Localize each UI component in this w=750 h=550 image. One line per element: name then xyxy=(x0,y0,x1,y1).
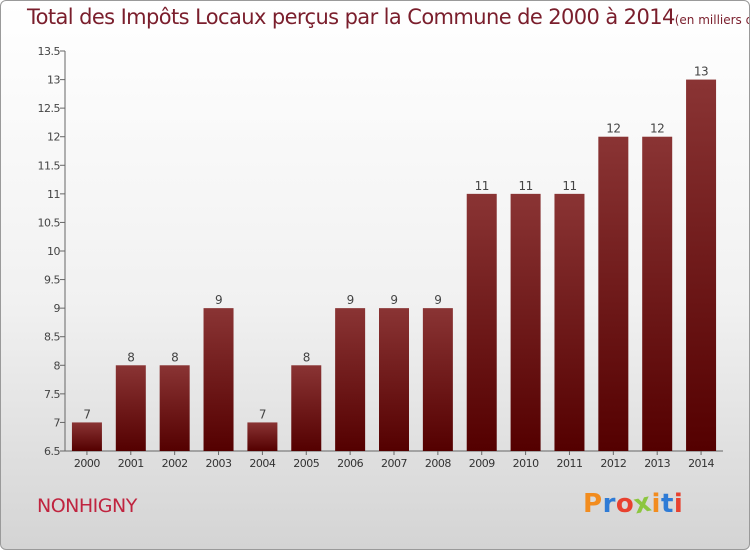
logo-letter: P xyxy=(583,489,603,519)
bar xyxy=(335,308,366,451)
bar xyxy=(466,193,497,451)
bar xyxy=(422,308,453,451)
bar xyxy=(291,365,322,451)
proxiti-logo: Proxiti xyxy=(583,488,684,521)
bar-value-label: 11 xyxy=(562,179,576,193)
y-tick-label: 9.5 xyxy=(44,274,60,287)
bar xyxy=(686,79,717,452)
x-tick-label: 2010 xyxy=(513,457,539,470)
x-tick-label: 2004 xyxy=(249,457,275,470)
x-tick-label: 2012 xyxy=(600,457,626,470)
x-tick-label: 2005 xyxy=(293,457,319,470)
bar xyxy=(247,422,278,451)
x-tick-label: 2007 xyxy=(381,457,407,470)
bar xyxy=(642,136,673,451)
x-tick-label: 2003 xyxy=(206,457,232,470)
x-axis: 2000 2001 2002 2003 2004 2005 2006 2007 2008 2009… xyxy=(65,450,723,470)
bar-value-label: 9 xyxy=(347,293,354,307)
bar xyxy=(71,422,102,451)
y-tick-label: 7 xyxy=(54,416,61,429)
bar-value-label: 11 xyxy=(475,179,489,193)
bar-value-label: 9 xyxy=(215,293,222,307)
bars: 7 8 8 9 7 8 9 9 9 11 11 11 12 12 13 xyxy=(71,65,717,452)
bar-value-label: 8 xyxy=(171,350,178,364)
y-tick-label: 7.5 xyxy=(44,388,60,401)
bar xyxy=(159,365,190,451)
bar xyxy=(115,365,146,451)
y-tick-label: 10.5 xyxy=(38,216,61,229)
y-tick-label: 9 xyxy=(54,302,61,315)
bar-value-label: 7 xyxy=(83,407,90,421)
bar-value-label: 13 xyxy=(694,65,708,79)
y-tick-label: 11 xyxy=(47,188,60,201)
bar xyxy=(379,308,409,451)
chart-title: Total des Impôts Locaux perçus par la Co… xyxy=(27,5,749,29)
logo-letter: r xyxy=(602,489,616,519)
x-tick-label: 2011 xyxy=(556,457,582,470)
y-axis: 6.5 7 7.5 8 8.5 9 9.5 10 10.5 11 11.5 12 12.5 13 13.5 xyxy=(38,45,66,458)
bar-value-label: 8 xyxy=(303,350,310,364)
logo-letter: i xyxy=(651,489,661,519)
x-tick-label: 2009 xyxy=(469,457,495,470)
x-tick-label: 2002 xyxy=(162,457,188,470)
bar xyxy=(203,308,234,451)
y-tick-label: 12.5 xyxy=(38,102,61,115)
y-tick-label: 12 xyxy=(47,131,60,144)
x-tick-label: 2014 xyxy=(688,457,714,470)
bar xyxy=(598,136,629,451)
x-tick-label: 2000 xyxy=(74,457,100,470)
chart-unit: (en milliers d'€) xyxy=(674,13,749,27)
y-tick-label: 8.5 xyxy=(44,331,60,344)
x-tick-label: 2001 xyxy=(118,457,144,470)
logo-letter: t xyxy=(660,489,674,519)
logo-letter: o xyxy=(615,489,635,519)
y-tick-label: 6.5 xyxy=(44,445,60,458)
bar xyxy=(554,193,585,451)
bar-value-label: 7 xyxy=(259,407,266,421)
y-tick-label: 8 xyxy=(54,359,61,372)
bar-value-label: 12 xyxy=(606,122,620,136)
bar-value-label: 9 xyxy=(390,293,397,307)
x-tick-label: 2006 xyxy=(337,457,363,470)
x-tick-label: 2008 xyxy=(425,457,451,470)
commune-name: NONHIGNY xyxy=(37,495,137,517)
y-tick-label: 11.5 xyxy=(38,159,61,172)
y-tick-label: 13 xyxy=(47,74,60,87)
logo-letter: i xyxy=(673,489,684,519)
x-tick-label: 2013 xyxy=(644,457,670,470)
chart-title-text: Total des Impôts Locaux perçus par la Co… xyxy=(27,5,675,29)
y-tick-label: 10 xyxy=(47,245,60,258)
bar-value-label: 12 xyxy=(650,122,664,136)
bar-value-label: 8 xyxy=(127,350,134,364)
y-tick-label: 13.5 xyxy=(38,45,61,58)
bar-value-label: 11 xyxy=(518,179,532,193)
bar-value-label: 9 xyxy=(434,293,441,307)
bar xyxy=(510,193,541,451)
